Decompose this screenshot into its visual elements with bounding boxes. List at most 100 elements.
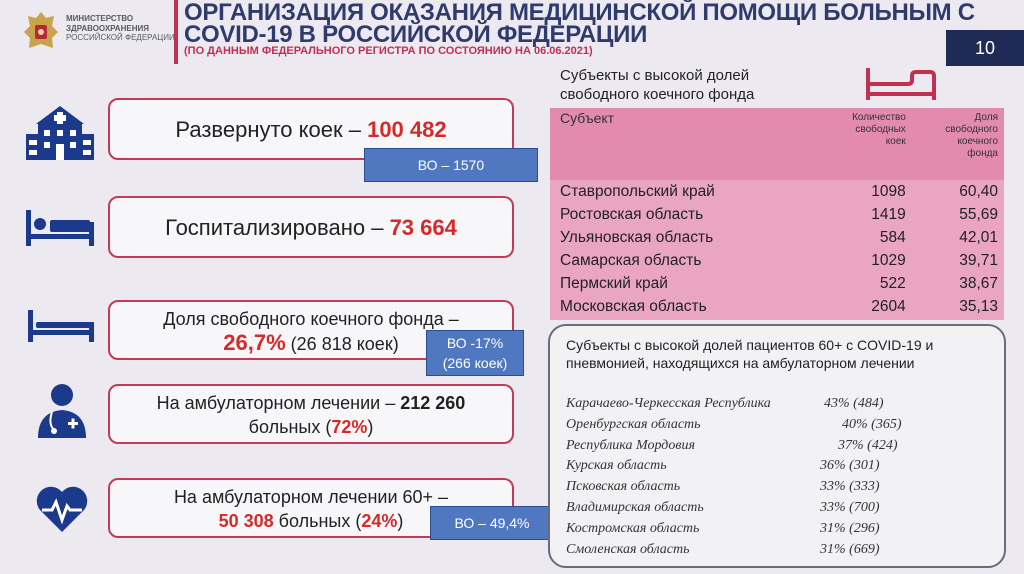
vo-free-beds-tag-line1: ВО -17% (446, 335, 504, 351)
hospitalized-box: Госпитализировано – 73 664 (108, 196, 514, 258)
column-share-line1: Доля (974, 112, 998, 123)
ministry-line-2: ЗДРАВООХРАНЕНИЯ (66, 23, 149, 33)
column-share-line4: фонда (967, 148, 998, 159)
column-count-line3: коек (885, 136, 906, 147)
free-beds-table-heading: Субъекты с высокой долей свободного коеч… (560, 66, 754, 104)
title-line-1: ОРГАНИЗАЦИЯ ОКАЗАНИЯ МЕДИЦИНСКОЙ ПОМОЩИ … (184, 0, 975, 26)
row-subject: Пермский край (560, 275, 668, 292)
doctor-icon (38, 384, 86, 438)
row-subject: Ростовская область (560, 206, 704, 223)
page-subtitle: (ПО ДАННЫМ ФЕДЕРАЛЬНОГО РЕГИСТРА ПО СОСТ… (184, 45, 593, 57)
ministry-emblem-icon (24, 12, 58, 48)
column-count-line2: свободных (855, 124, 906, 135)
row-count: 522 (879, 275, 906, 292)
list-item: Костромская область 31% (296) (566, 521, 926, 542)
bed-outline-icon (866, 68, 936, 100)
deployed-beds-value: 100 482 (367, 117, 447, 142)
column-subject: Субъект (560, 110, 615, 126)
row-count: 1098 (871, 183, 906, 200)
outpatient-box: На амбулаторном лечении – 212 260 больны… (108, 384, 514, 444)
table-row: Пермский край 522 38,67 (550, 272, 1004, 295)
column-share-line3: коечного (957, 136, 998, 147)
deployed-beds-label: Развернуто коек – (175, 117, 368, 142)
table-row: Ставропольский край 1098 60,40 (550, 180, 1004, 203)
row-subject: Самарская область (560, 252, 702, 269)
row-share: 55,69 (959, 206, 998, 223)
list-item-region: Республика Мордовия (566, 437, 695, 453)
list-item-region: Псковская область (566, 479, 681, 495)
table-row: Самарская область 1029 39,71 (550, 249, 1004, 272)
outpatient-60-patients-label: больных ( (273, 511, 362, 531)
outpatient-patients-label: больных ( (248, 417, 332, 437)
row-share: 60,40 (959, 183, 998, 200)
hospitalized-value: 73 664 (389, 215, 457, 240)
free-beds-heading-line2: свободного коечного фонда (560, 86, 755, 103)
list-item: Смоленская область 31% (669) (566, 542, 926, 563)
free-beds-count: (26 818 коек) (285, 334, 399, 354)
title-line-2: COVID-19 В РОССИЙСКОЙ ФЕДЕРАЦИИ (184, 21, 648, 48)
outpatient-line1: На амбулаторном лечении – 212 260 (110, 391, 512, 415)
vo-free-beds-tag-line2: (266 коек) (442, 355, 508, 371)
hospital-icon (26, 106, 94, 160)
ministry-name: МИНИСТЕРСТВО ЗДРАВООХРАНЕНИЯ РОССИЙСКОЙ … (66, 14, 176, 43)
list-item-value: 33% (700) (820, 499, 880, 515)
vo-free-beds-tag: ВО -17% (266 коек) (426, 330, 524, 376)
row-subject: Московская область (560, 298, 707, 315)
ministry-line-1: МИНИСТЕРСТВО (66, 14, 134, 23)
list-item-value: 36% (301) (820, 458, 880, 474)
column-share-line2: свободного (945, 124, 998, 135)
outpatient-60-label: На амбулаторном лечении 60+ – (173, 487, 449, 507)
list-item-region: Костромская область (566, 520, 700, 536)
outpatient-60-close-paren: ) (397, 511, 404, 531)
free-beds-share-line2: 26,7% (26 818 коек) (110, 331, 512, 356)
vo-beds-tag: ВО – 1570 (364, 148, 538, 182)
list-item: Псковская область 33% (333) (566, 479, 926, 500)
list-item: Карачаево-Черкесская Республика 43% (484) (566, 396, 926, 417)
list-item-value: 40% (365) (842, 416, 902, 432)
list-item-value: 37% (424) (838, 437, 898, 453)
free-beds-table: Субъект Количество свободных коек Доля с… (550, 108, 1004, 320)
outpatient-60-line2: 50 308 больных (24%) (110, 509, 512, 533)
list-item-region: Владимирская область (566, 499, 704, 515)
list-item-region: Смоленская область (566, 541, 690, 557)
outpatient-60-percent: 24% (361, 511, 398, 531)
elderly-outpatient-title: Субъекты с высокой долей пациентов 60+ с… (566, 337, 934, 371)
free-beds-share-label: Доля свободного коечного фонда – (163, 309, 459, 329)
list-item: Оренбургская область 40% (365) (566, 417, 926, 438)
outpatient-value: 212 260 (400, 393, 466, 413)
row-share: 35,13 (959, 298, 998, 315)
vo-outpatient-60-tag: ВО – 49,4% (430, 506, 554, 540)
list-item-value: 43% (484) (824, 396, 884, 411)
title-accent-bar (174, 0, 178, 64)
list-item: Республика Мордовия 37% (424) (566, 438, 926, 459)
table-row: Ростовская область 1419 55,69 (550, 203, 1004, 226)
outpatient-percent: 72% (331, 417, 368, 437)
row-count: 1029 (871, 252, 906, 269)
list-item-value: 33% (333) (820, 479, 880, 495)
column-free-beds-share: Доля свободного коечного фонда (912, 108, 1004, 180)
heart-pulse-icon (36, 486, 88, 532)
row-share: 42,01 (959, 229, 998, 246)
list-item: Курская область 36% (301) (566, 458, 926, 479)
list-item-region: Оренбургская область (566, 416, 701, 432)
list-item-value: 31% (669) (820, 541, 880, 557)
row-count: 1419 (871, 206, 906, 223)
column-count-line1: Количество (852, 112, 906, 123)
outpatient-label: На амбулаторном лечении – (156, 393, 401, 413)
row-subject: Ульяновская область (560, 229, 714, 246)
row-share: 39,71 (959, 252, 998, 269)
list-item-region: Карачаево-Черкесская Республика (566, 396, 771, 411)
column-free-beds-count: Количество свободных коек (818, 108, 912, 180)
outpatient-close-paren: ) (367, 417, 374, 437)
elderly-outpatient-panel (548, 324, 1006, 568)
row-count: 2604 (871, 298, 906, 315)
free-beds-share-value: 26,7% (223, 330, 286, 355)
table-row: Московская область 2604 35,13 (550, 295, 1004, 318)
list-item-region: Курская область (566, 458, 667, 474)
table-header-row: Субъект Количество свободных коек Доля с… (550, 108, 1004, 180)
list-item: Владимирская область 33% (700) (566, 500, 926, 521)
ministry-line-3: РОССИЙСКОЙ ФЕДЕРАЦИИ (66, 33, 175, 42)
row-count: 584 (879, 229, 906, 246)
elderly-outpatient-list: Карачаево-Черкесская Республика 43% (484)… (566, 396, 926, 562)
page-title: ОРГАНИЗАЦИЯ ОКАЗАНИЯ МЕДИЦИНСКОЙ ПОМОЩИ … (184, 0, 975, 48)
